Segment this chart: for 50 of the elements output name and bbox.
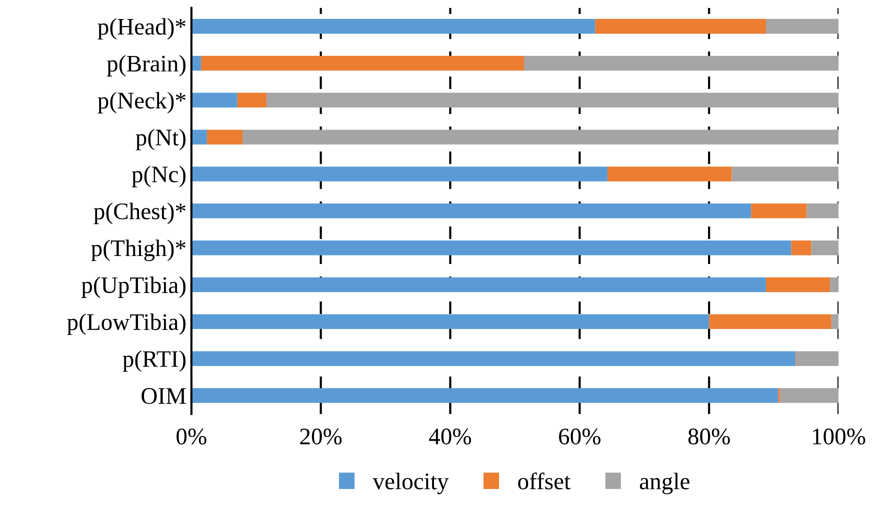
y-tick-label: p(UpTibia) (82, 276, 186, 298)
y-tick-label: OIM (142, 388, 186, 404)
x-tick-label: 80% (688, 428, 730, 445)
y-tick-label: p(Head)* (98, 18, 186, 40)
bar (191, 92, 238, 108)
x-tick-label: 0% (176, 428, 206, 445)
y-tick-label: p(Neck)* (98, 92, 186, 114)
bar (791, 240, 812, 256)
bar (751, 204, 807, 218)
y-tick-label: p(Nt) (136, 128, 186, 150)
y-tick-label: p(Chest)* (94, 202, 186, 224)
x-tick-label: 60% (559, 428, 600, 445)
x-tick-label: 40% (429, 428, 472, 445)
legend-label: angle (640, 472, 690, 494)
bar (191, 166, 608, 182)
bar (796, 351, 838, 366)
x-tick-label: 100% (813, 428, 866, 445)
bar (266, 92, 838, 108)
bar (191, 240, 792, 256)
bar (237, 92, 266, 108)
bar (206, 130, 243, 144)
legend-label: velocity (372, 472, 449, 494)
bar (191, 277, 766, 292)
bar (766, 277, 830, 292)
bar (595, 18, 766, 34)
y-tick-label: p(Thigh)* (91, 240, 186, 262)
bar (191, 388, 778, 403)
bar (732, 166, 838, 182)
bar (831, 314, 838, 330)
bar (191, 130, 207, 144)
bar (201, 56, 524, 71)
bar (607, 166, 732, 182)
y-tick-label: p(Nc) (132, 166, 186, 188)
x-tick-label: 20% (300, 428, 342, 445)
y-tick-label: p(Brain) (106, 55, 186, 76)
bar (191, 204, 752, 218)
bar (191, 314, 710, 330)
bar (524, 56, 838, 71)
y-tick-label: p(RTI) (122, 350, 186, 372)
bar (806, 204, 838, 218)
y-tick-label: p(LowTibia) (67, 313, 186, 335)
legend-label: offset (518, 472, 570, 490)
bar (780, 388, 838, 403)
bar (191, 18, 596, 34)
bar (242, 130, 838, 144)
bar (709, 314, 832, 330)
bar (766, 18, 838, 34)
bar (811, 240, 838, 256)
bar (191, 351, 796, 366)
bar (830, 277, 838, 292)
